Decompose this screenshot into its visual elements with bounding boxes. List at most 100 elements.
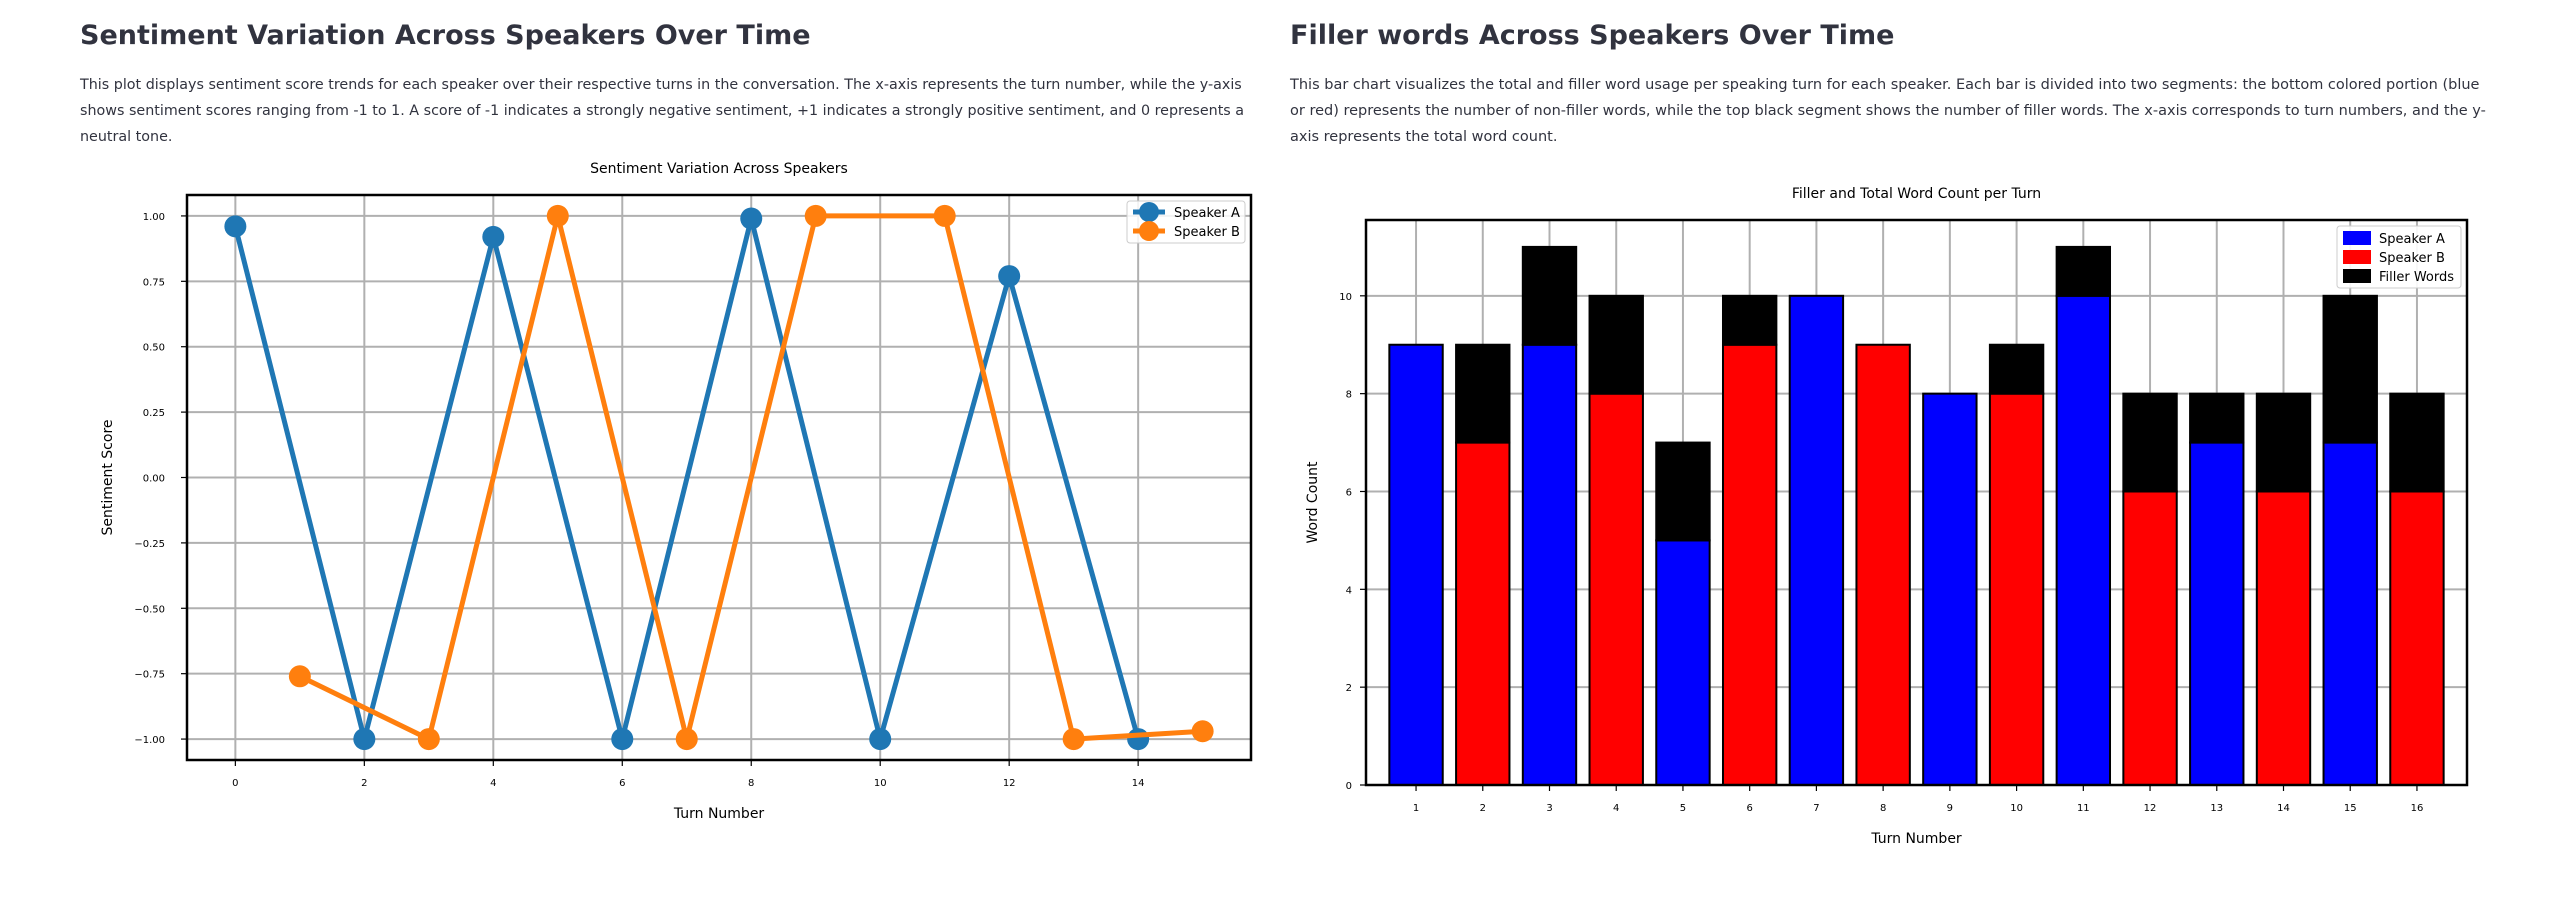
data-point	[1127, 728, 1150, 751]
bar-filler	[1521, 245, 1578, 346]
data-point	[804, 204, 827, 227]
data-point	[869, 728, 892, 751]
x-tick-label: 8	[748, 778, 754, 789]
x-tick-label: 13	[2210, 803, 2223, 814]
bar-filler	[1455, 343, 1511, 444]
y-tick-label: 0.00	[143, 474, 165, 485]
series-line	[232, 216, 1141, 742]
x-tick-label: 12	[2144, 803, 2157, 814]
bar-filler	[1588, 294, 1644, 395]
bar-filler	[2389, 392, 2445, 493]
bar-non-filler	[1855, 343, 1911, 786]
legend-label: Speaker B	[1174, 225, 1240, 240]
x-tick-label: 0	[232, 778, 238, 789]
x-tick-label: 10	[2010, 803, 2023, 814]
y-tick-label: −0.50	[134, 604, 165, 615]
data-point	[740, 207, 763, 230]
legend-label: Speaker A	[2379, 232, 2445, 247]
sentiment-section-description: This plot displays sentiment score trend…	[80, 77, 1245, 145]
bar-filler	[2255, 392, 2312, 493]
x-tick-label: 4	[1613, 803, 1619, 814]
bar-non-filler	[1388, 343, 1444, 786]
x-tick-label: 6	[1746, 803, 1752, 814]
data-point	[288, 665, 311, 688]
x-tick-label: 10	[874, 778, 887, 789]
x-tick-label: 7	[1813, 803, 1819, 814]
x-tick-label: 9	[1947, 803, 1953, 814]
x-tick-label: 1	[1413, 803, 1419, 814]
bar-non-filler	[2189, 441, 2245, 786]
chart-title: Sentiment Variation Across Speakers	[590, 161, 848, 177]
y-axis-label: Sentiment Score	[100, 419, 116, 535]
legend-label: Speaker B	[2379, 251, 2445, 266]
bar-filler	[2322, 294, 2378, 444]
data-point	[1062, 728, 1085, 751]
data-point	[482, 225, 505, 248]
x-tick-label: 6	[619, 778, 625, 789]
y-tick-label: 2	[1346, 683, 1352, 694]
x-tick-label: 11	[2077, 803, 2090, 814]
plot-frame	[1364, 218, 2469, 787]
data-point	[546, 204, 569, 227]
data-point	[998, 265, 1021, 288]
filler-stacked-bar-chart: Filler and Total Word Count per Turn 0 2 4 6…	[1305, 186, 2469, 847]
y-axis-label: Word Count	[1305, 461, 1321, 544]
x-tick-label: 2	[361, 778, 367, 789]
data-point	[1191, 720, 1214, 743]
series-line	[298, 213, 1203, 742]
legend-label: Filler Words	[2379, 270, 2454, 285]
legend-swatch	[2343, 250, 2371, 264]
legend-marker	[1139, 202, 1159, 222]
bar-non-filler	[1788, 294, 1845, 786]
bar-non-filler	[1455, 441, 1511, 786]
bar-non-filler	[2322, 441, 2378, 786]
bar-non-filler	[1721, 343, 1778, 786]
x-tick-label: 12	[1003, 778, 1016, 789]
sentiment-line-chart: Sentiment Variation Across Speakers 0 2 4 6 8…	[100, 161, 1253, 822]
bar-non-filler	[2389, 490, 2445, 786]
bar-non-filler	[1988, 392, 2045, 786]
bar-non-filler	[1655, 539, 1711, 786]
x-axis-label: Turn Number	[1870, 831, 1962, 847]
x-tick-label: 5	[1680, 803, 1686, 814]
bar-non-filler	[1521, 343, 1578, 786]
x-tick-label: 4	[490, 778, 496, 789]
bar-filler	[2189, 392, 2245, 444]
legend-swatch	[2343, 269, 2371, 283]
legend-swatch	[2343, 231, 2371, 245]
y-tick-label: 10	[1339, 292, 1352, 303]
bar-filler	[1988, 343, 2045, 395]
filler-section-title: Filler words Across Speakers Over Time	[1290, 20, 1895, 51]
y-tick-label: 0.50	[143, 343, 165, 354]
legend-marker	[1139, 221, 1159, 241]
x-tick-label: 15	[2344, 803, 2357, 814]
y-tick-label: 0.75	[143, 277, 165, 288]
bar-non-filler	[2255, 490, 2312, 786]
y-tick-label: 6	[1346, 487, 1352, 498]
chart-legend: Speaker A Speaker B	[1126, 200, 1246, 244]
data-point	[353, 728, 376, 751]
filler-section-description: This bar chart visualizes the total and …	[1290, 77, 2486, 145]
chart-title: Filler and Total Word Count per Turn	[1792, 186, 2041, 202]
bar-non-filler	[2055, 294, 2112, 786]
y-tick-label: 1.00	[143, 212, 165, 223]
x-tick-label: 14	[2277, 803, 2290, 814]
y-tick-label: 0.25	[143, 408, 165, 419]
data-point	[675, 728, 698, 751]
data-point	[417, 728, 440, 751]
bar-non-filler	[1922, 392, 1978, 786]
bar-filler	[1721, 294, 1778, 346]
y-tick-label: 0	[1346, 781, 1352, 792]
x-tick-label: 2	[1480, 803, 1486, 814]
y-tick-label: 8	[1346, 390, 1352, 401]
y-tick-label: −0.25	[134, 539, 165, 550]
x-tick-label: 3	[1546, 803, 1552, 814]
y-tick-label: −0.75	[134, 670, 165, 681]
data-point	[611, 728, 634, 751]
chart-legend: Speaker A Speaker B Filler Words	[2336, 225, 2462, 289]
sentiment-section-title: Sentiment Variation Across Speakers Over…	[80, 20, 811, 51]
plot-frame	[185, 193, 1253, 762]
bar-filler	[2122, 392, 2178, 493]
bar-non-filler	[1588, 392, 1644, 786]
x-tick-label: 14	[1132, 778, 1145, 789]
